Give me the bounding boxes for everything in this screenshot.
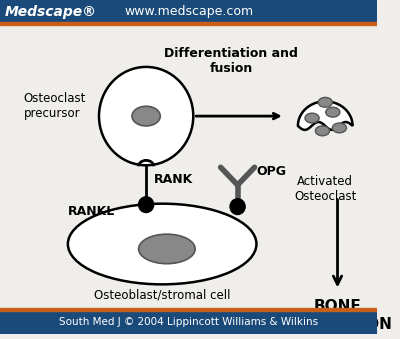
Text: RANK: RANK [154,173,193,185]
Text: RANKL: RANKL [68,205,115,218]
Bar [0,0,377,22]
Bar [0,311,377,334]
Bar [0,22,377,25]
Ellipse shape [318,97,332,107]
Circle shape [138,197,154,213]
Ellipse shape [68,204,256,284]
Text: Medscape®: Medscape® [5,5,97,19]
Text: OPG: OPG [256,165,286,178]
Text: South Med J © 2004 Lippincott Williams & Wilkins: South Med J © 2004 Lippincott Williams &… [59,317,318,327]
Text: Activated
Osteoclast: Activated Osteoclast [294,175,356,203]
Ellipse shape [326,107,340,117]
Text: Osteoclast
precursor: Osteoclast precursor [24,92,86,120]
Bar [0,308,377,311]
Circle shape [99,67,193,165]
Text: Osteoblast/stromal cell: Osteoblast/stromal cell [94,289,230,302]
Ellipse shape [315,126,330,136]
Text: Differentiation and
fusion: Differentiation and fusion [164,47,298,75]
Ellipse shape [138,234,195,264]
Text: www.medscape.com: www.medscape.com [124,5,253,18]
Ellipse shape [332,123,346,133]
Ellipse shape [305,113,319,123]
Circle shape [230,199,245,215]
Polygon shape [298,101,353,130]
Text: BONE
RESORPTION: BONE RESORPTION [282,299,393,332]
Ellipse shape [132,106,160,126]
